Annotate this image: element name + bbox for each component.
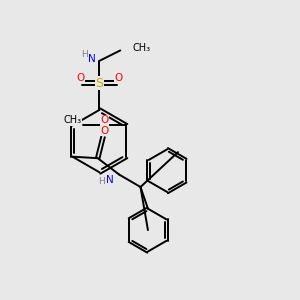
Text: H: H (81, 50, 87, 59)
Text: O: O (100, 115, 108, 125)
Text: S: S (95, 76, 104, 90)
Text: CH₃: CH₃ (63, 115, 81, 125)
Text: N: N (106, 175, 113, 185)
Text: H: H (98, 178, 105, 187)
Text: O: O (100, 126, 109, 136)
Text: O: O (76, 73, 84, 83)
Text: CH₃: CH₃ (133, 43, 151, 53)
Text: O: O (115, 73, 123, 83)
Text: N: N (88, 54, 96, 64)
